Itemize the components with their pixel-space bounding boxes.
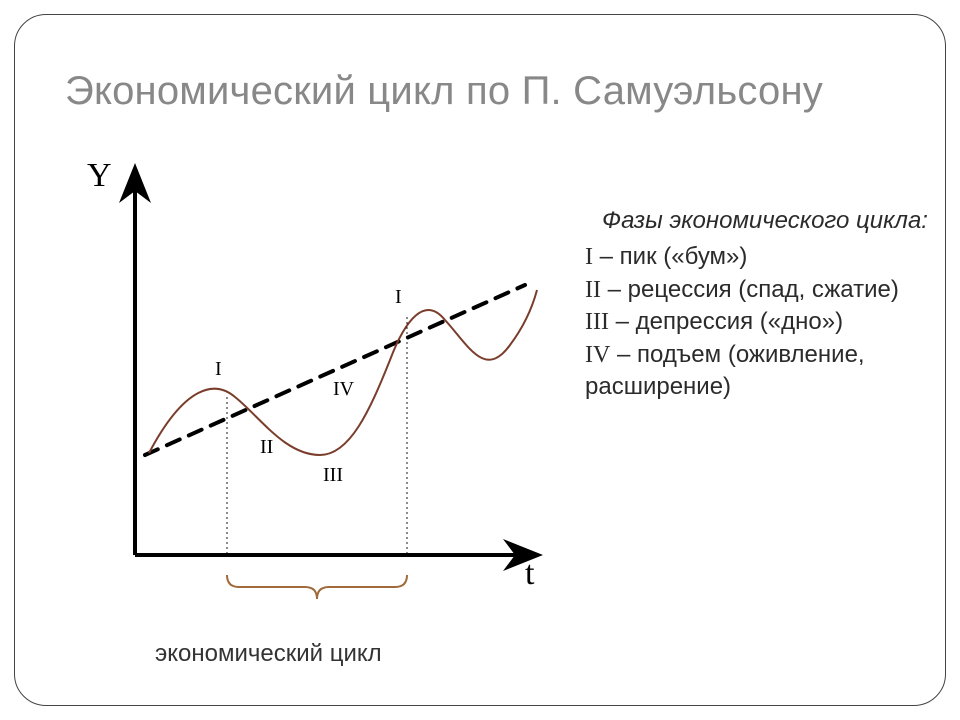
legend-phase: III – депрессия («дно») bbox=[585, 306, 945, 338]
legend-phase-text: – пик («бум») bbox=[593, 243, 747, 270]
slide-title: Экономический цикл по П. Самуэльсону bbox=[65, 69, 935, 114]
legend-phase-numeral: IV bbox=[585, 342, 610, 368]
legend-phase: II – рецессия (спад, сжатие) bbox=[585, 274, 945, 306]
slide-card: Экономический цикл по П. Самуэльсону Y t… bbox=[14, 14, 946, 706]
chart-caption: экономический цикл bbox=[155, 640, 382, 668]
svg-text:II: II bbox=[260, 436, 273, 458]
economic-cycle-chart: IIIIIIIVI bbox=[85, 155, 565, 585]
legend-title: Фазы экономического цикла: bbox=[585, 205, 945, 237]
legend-phase-list: I – пик («бум»)II – рецессия (спад, сжат… bbox=[585, 241, 945, 403]
legend-phase: IV – подъем (оживление, расширение) bbox=[585, 339, 945, 404]
svg-text:I: I bbox=[215, 358, 222, 380]
legend-phase-text: – подъем (оживление, расширение) bbox=[585, 341, 865, 400]
legend-phase-text: – депрессия («дно») bbox=[609, 308, 843, 335]
phases-legend: Фазы экономического цикла: I – пик («бум… bbox=[585, 205, 945, 403]
legend-phase-numeral: II bbox=[585, 277, 601, 303]
legend-phase-text: – рецессия (спад, сжатие) bbox=[601, 276, 899, 303]
legend-phase-numeral: I bbox=[585, 244, 593, 270]
legend-phase: I – пик («бум») bbox=[585, 241, 945, 273]
svg-text:I: I bbox=[395, 286, 402, 308]
svg-text:IV: IV bbox=[333, 378, 355, 400]
svg-text:III: III bbox=[323, 464, 343, 486]
legend-phase-numeral: III bbox=[585, 309, 609, 335]
